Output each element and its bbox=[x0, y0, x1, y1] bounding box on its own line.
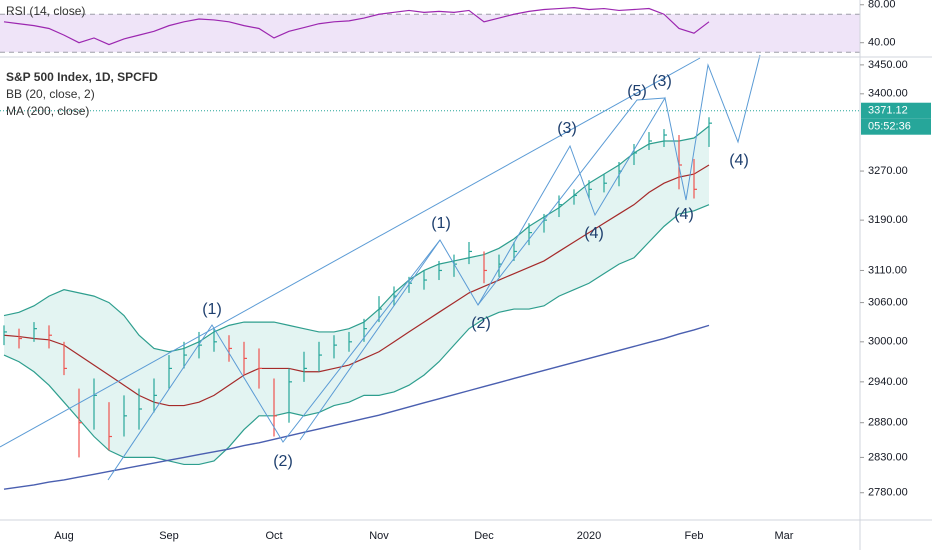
y-tick-label: 40.00 bbox=[868, 37, 896, 49]
band-fill bbox=[4, 126, 709, 465]
x-tick-label: Dec bbox=[474, 530, 494, 542]
rsi-band bbox=[0, 14, 860, 53]
y-tick-label: 2830.00 bbox=[868, 451, 908, 463]
y-tick-label: 3000.00 bbox=[868, 336, 908, 348]
wave-label: (2) bbox=[471, 315, 491, 332]
y-tick-label: 3110.00 bbox=[868, 264, 907, 276]
y-tick-label: 2780.00 bbox=[868, 487, 908, 499]
wave-label: (1) bbox=[202, 301, 222, 318]
last-price-tag bbox=[861, 102, 931, 119]
ma-line bbox=[3, 324, 710, 490]
channel-line bbox=[0, 57, 701, 448]
rsi-legend: RSI (14, close) bbox=[6, 4, 85, 18]
rsi-line bbox=[3, 6, 710, 46]
wave-label: (5) bbox=[627, 83, 647, 100]
y-tick-label: 3400.00 bbox=[868, 88, 908, 100]
indicator-legend: MA (200, close) bbox=[6, 104, 89, 118]
bb-basis bbox=[3, 164, 710, 407]
wave-label: (3) bbox=[557, 120, 577, 137]
wave-label: (1) bbox=[431, 215, 451, 232]
wave-path bbox=[299, 239, 441, 441]
wave-label: (4) bbox=[584, 225, 604, 242]
x-tick-label: Feb bbox=[685, 530, 704, 542]
y-tick-label: 3190.00 bbox=[868, 214, 908, 226]
countdown-tag bbox=[861, 118, 931, 135]
y-tick-label: 2940.00 bbox=[868, 376, 908, 388]
wave-path bbox=[107, 54, 761, 481]
x-tick-label: 2020 bbox=[577, 530, 601, 542]
rsi-panel bbox=[0, 6, 860, 53]
wave-lines bbox=[0, 54, 761, 481]
price-panel bbox=[0, 110, 860, 490]
y-tick-label: 2880.00 bbox=[868, 417, 908, 429]
last-price-label: 3371.12 bbox=[868, 105, 908, 117]
y-tick-label: 3060.00 bbox=[868, 296, 908, 308]
x-tick-label: Oct bbox=[265, 530, 282, 542]
wave-label: (2) bbox=[273, 453, 293, 470]
axes: 80.00 40.00 3450.00 3400.00 3270.00 3190.00 31… bbox=[54, 0, 931, 542]
x-tick-label: Nov bbox=[369, 530, 389, 542]
wave-label: (3) bbox=[652, 73, 672, 90]
y-tick-label: 3450.00 bbox=[868, 59, 908, 71]
x-tick-label: Mar bbox=[775, 530, 794, 542]
bb-upper bbox=[3, 125, 710, 353]
wave-path bbox=[477, 97, 666, 306]
symbol-legend: S&P 500 Index, 1D, SPCFD bbox=[6, 70, 158, 84]
indicator-legend: BB (20, close, 2) bbox=[6, 87, 95, 101]
y-tick-label: 3270.00 bbox=[868, 165, 908, 177]
x-tick-label: Sep bbox=[159, 530, 179, 542]
wave-label: (4) bbox=[674, 206, 694, 223]
bb-lower bbox=[3, 204, 710, 466]
y-tick-label: 80.00 bbox=[868, 0, 896, 11]
wave-label: (4) bbox=[729, 152, 749, 169]
countdown-label: 05:52:36 bbox=[868, 121, 911, 133]
x-tick-label: Aug bbox=[54, 530, 74, 542]
wave-labels: (1) (2) (1) (2) (3) (4) (5) (3) (4) (4) bbox=[202, 73, 749, 470]
